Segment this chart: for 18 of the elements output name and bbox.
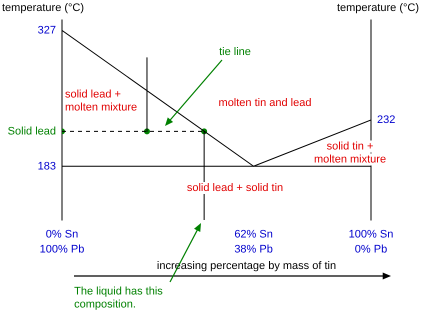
x2-tick-label: 100% Pb xyxy=(40,244,84,256)
annotation: The liquid has this composition. xyxy=(74,286,164,311)
annotation: 232 xyxy=(377,114,396,126)
x-tick-label: 0% Sn xyxy=(46,228,78,241)
x-tick-label: 100% Sn xyxy=(348,228,394,241)
x2-tick-label: 0% Pb xyxy=(354,244,388,256)
annotation: solid lead + solid tin xyxy=(186,182,284,194)
x-tick-label: 62% Sn xyxy=(234,228,273,241)
x2-tick-label: 38% Pb xyxy=(234,244,273,256)
annotation: solid lead + molten mixture xyxy=(65,88,138,114)
annotation: tie line xyxy=(219,46,251,58)
y-tick-label: 327 xyxy=(38,24,56,36)
y-tick-label: 183 xyxy=(38,160,56,172)
annotation: solid tin + molten mixture xyxy=(314,140,386,166)
annotation: molten tin and lead xyxy=(218,97,312,110)
y2-axis-title: temperature (°C) xyxy=(336,2,419,14)
y-axis-title: temperature (°C) xyxy=(2,2,84,14)
annotation: Solid lead xyxy=(8,125,56,138)
